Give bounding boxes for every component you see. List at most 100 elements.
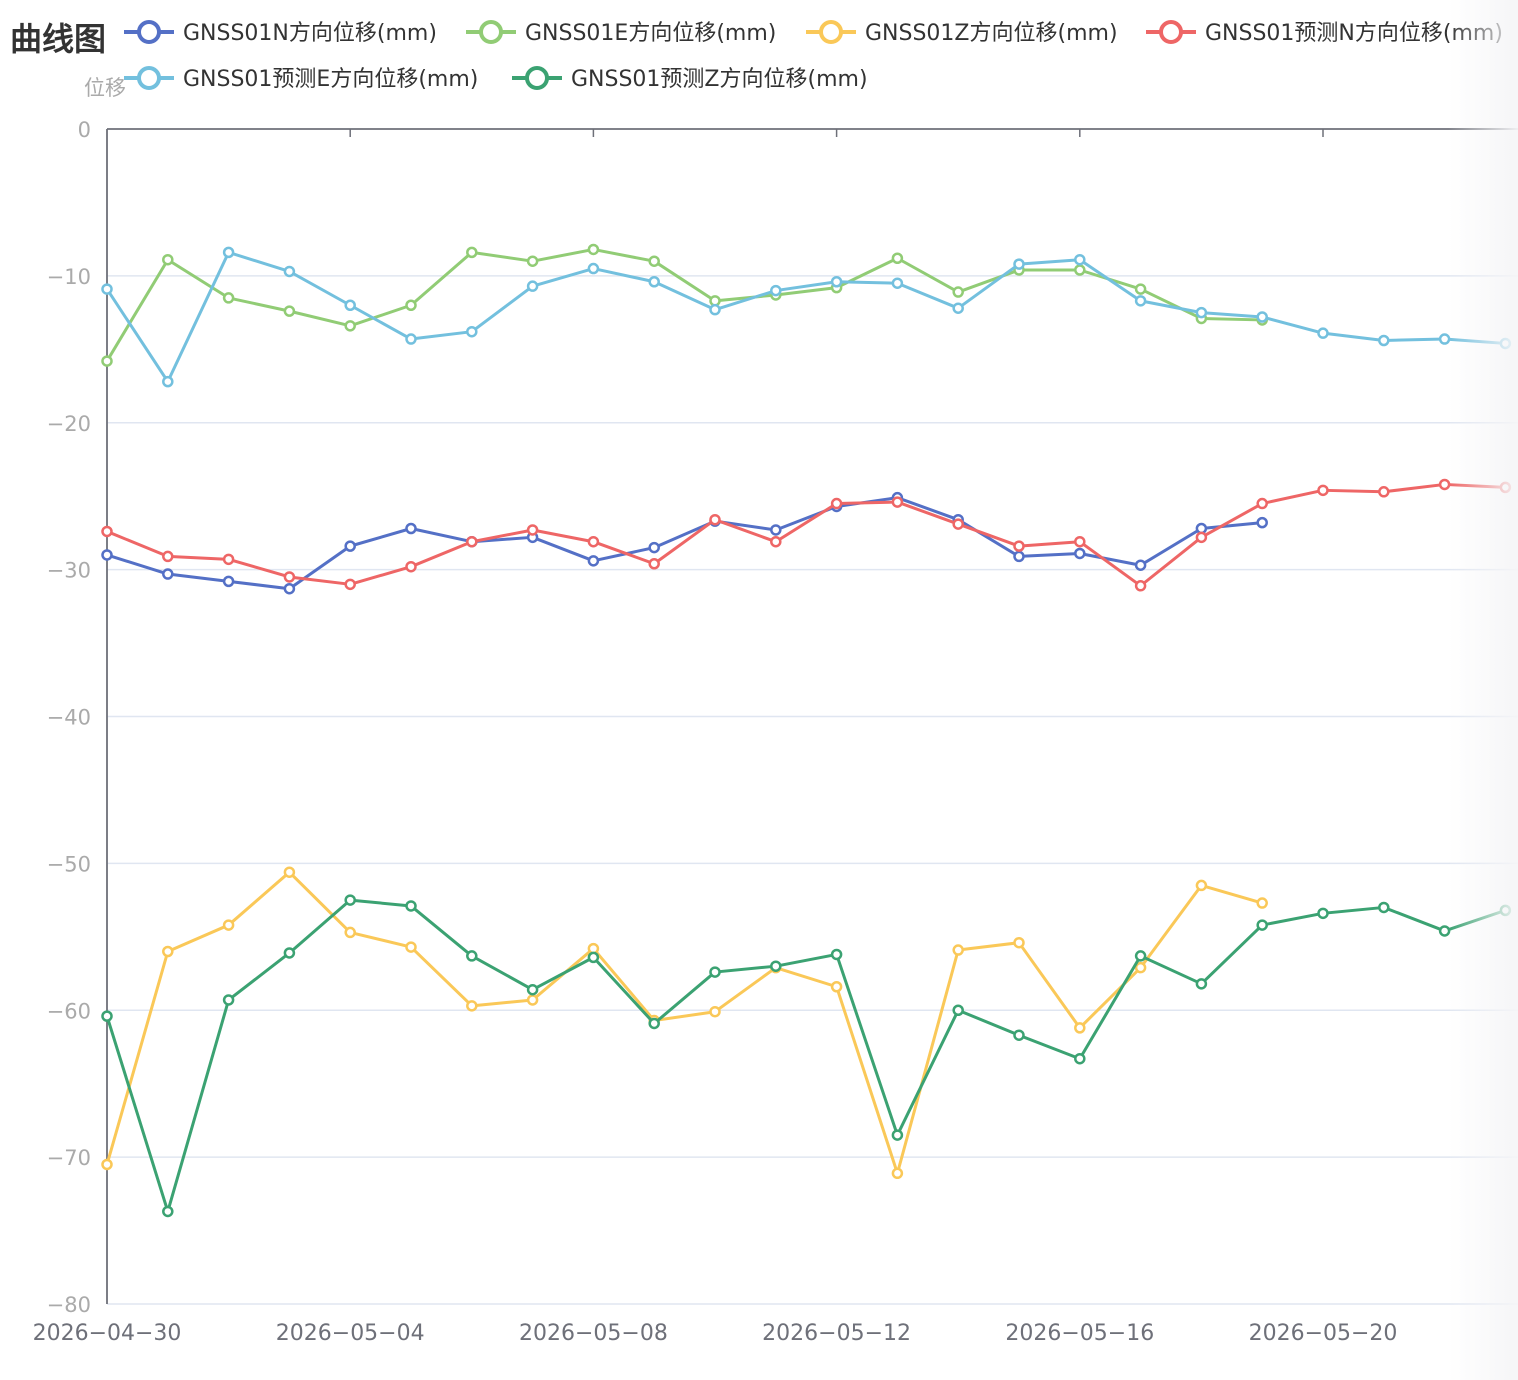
- data-point[interactable]: [162, 1205, 174, 1218]
- data-point[interactable]: [891, 1167, 904, 1180]
- legend-item[interactable]: GNSS01预测Z方向位移(mm): [512, 66, 868, 92]
- data-point[interactable]: [1499, 337, 1512, 350]
- data-point[interactable]: [1013, 1029, 1025, 1041]
- data-point[interactable]: [1438, 925, 1451, 937]
- data-point[interactable]: [830, 276, 843, 288]
- data-point[interactable]: [952, 286, 964, 298]
- data-point[interactable]: [222, 919, 235, 931]
- data-point[interactable]: [1074, 264, 1086, 276]
- data-point[interactable]: [1317, 327, 1329, 339]
- data-point[interactable]: [283, 305, 296, 317]
- data-point[interactable]: [891, 496, 904, 508]
- data-point[interactable]: [587, 555, 600, 567]
- data-point[interactable]: [344, 926, 356, 939]
- data-point[interactable]: [1438, 478, 1451, 491]
- data-point[interactable]: [952, 1004, 964, 1016]
- data-point[interactable]: [709, 1005, 721, 1018]
- data-point[interactable]: [162, 945, 174, 958]
- data-point[interactable]: [1378, 901, 1390, 914]
- legend-item[interactable]: GNSS01N方向位移(mm): [124, 20, 437, 46]
- data-point[interactable]: [891, 277, 904, 289]
- data-point[interactable]: [830, 981, 843, 993]
- data-point[interactable]: [770, 284, 782, 297]
- data-point[interactable]: [891, 1129, 904, 1141]
- data-point[interactable]: [709, 303, 721, 316]
- data-point[interactable]: [1013, 540, 1025, 552]
- data-point[interactable]: [526, 280, 539, 292]
- data-point[interactable]: [1013, 258, 1025, 270]
- legend-item[interactable]: GNSS01Z方向位移(mm): [806, 20, 1118, 46]
- data-point[interactable]: [466, 325, 478, 338]
- data-point[interactable]: [830, 497, 843, 510]
- data-point[interactable]: [222, 575, 235, 588]
- data-point[interactable]: [526, 994, 539, 1006]
- data-point[interactable]: [770, 960, 782, 972]
- data-point[interactable]: [648, 1017, 660, 1030]
- data-point[interactable]: [830, 948, 843, 961]
- data-point[interactable]: [466, 535, 478, 548]
- data-point[interactable]: [1195, 879, 1208, 892]
- data-point[interactable]: [1074, 253, 1086, 266]
- data-point[interactable]: [283, 866, 296, 878]
- data-point[interactable]: [1378, 334, 1390, 347]
- data-point[interactable]: [101, 549, 113, 561]
- data-point[interactable]: [891, 252, 904, 264]
- data-point[interactable]: [222, 994, 235, 1006]
- data-point[interactable]: [1317, 484, 1329, 497]
- data-point[interactable]: [344, 578, 356, 591]
- data-point[interactable]: [283, 947, 296, 959]
- data-point[interactable]: [283, 265, 296, 278]
- data-point[interactable]: [1134, 283, 1147, 295]
- data-point[interactable]: [405, 522, 417, 535]
- data-point[interactable]: [770, 535, 782, 548]
- data-point[interactable]: [1195, 978, 1208, 990]
- data-point[interactable]: [162, 568, 174, 580]
- data-point[interactable]: [222, 553, 235, 566]
- data-point[interactable]: [770, 524, 782, 536]
- data-point[interactable]: [405, 941, 417, 953]
- data-point[interactable]: [344, 540, 356, 552]
- data-point[interactable]: [466, 246, 478, 259]
- data-point[interactable]: [1317, 907, 1329, 920]
- data-point[interactable]: [1134, 580, 1147, 592]
- legend-item[interactable]: GNSS01E方向位移(mm): [466, 20, 776, 46]
- data-point[interactable]: [1134, 950, 1147, 962]
- data-point[interactable]: [162, 253, 174, 266]
- data-point[interactable]: [1074, 535, 1086, 548]
- data-point[interactable]: [648, 255, 660, 267]
- data-point[interactable]: [222, 246, 235, 259]
- data-point[interactable]: [1438, 333, 1451, 345]
- data-point[interactable]: [526, 524, 539, 536]
- data-point[interactable]: [1134, 295, 1147, 307]
- data-point[interactable]: [283, 582, 296, 595]
- data-point[interactable]: [1499, 904, 1512, 917]
- data-point[interactable]: [101, 525, 113, 538]
- data-point[interactable]: [1195, 531, 1208, 544]
- data-point[interactable]: [709, 513, 721, 526]
- data-point[interactable]: [1256, 919, 1268, 931]
- data-point[interactable]: [344, 894, 356, 906]
- data-point[interactable]: [101, 1158, 113, 1171]
- data-point[interactable]: [587, 243, 600, 256]
- data-point[interactable]: [1074, 1052, 1086, 1065]
- data-point[interactable]: [526, 255, 539, 267]
- data-point[interactable]: [648, 558, 660, 570]
- data-point[interactable]: [952, 302, 964, 314]
- data-point[interactable]: [648, 276, 660, 288]
- data-point[interactable]: [466, 950, 478, 962]
- data-point[interactable]: [405, 900, 417, 912]
- data-point[interactable]: [1378, 486, 1390, 498]
- data-point[interactable]: [648, 541, 660, 554]
- data-point[interactable]: [1256, 897, 1268, 909]
- data-point[interactable]: [1074, 1022, 1086, 1034]
- data-point[interactable]: [1074, 547, 1086, 560]
- data-point[interactable]: [709, 966, 721, 978]
- legend-item[interactable]: GNSS01预测N方向位移(mm): [1146, 20, 1503, 46]
- data-point[interactable]: [587, 262, 600, 275]
- data-point[interactable]: [1134, 559, 1147, 571]
- data-point[interactable]: [587, 535, 600, 548]
- data-point[interactable]: [344, 299, 356, 311]
- data-point[interactable]: [526, 983, 539, 996]
- data-point[interactable]: [101, 283, 113, 295]
- data-point[interactable]: [1013, 550, 1025, 563]
